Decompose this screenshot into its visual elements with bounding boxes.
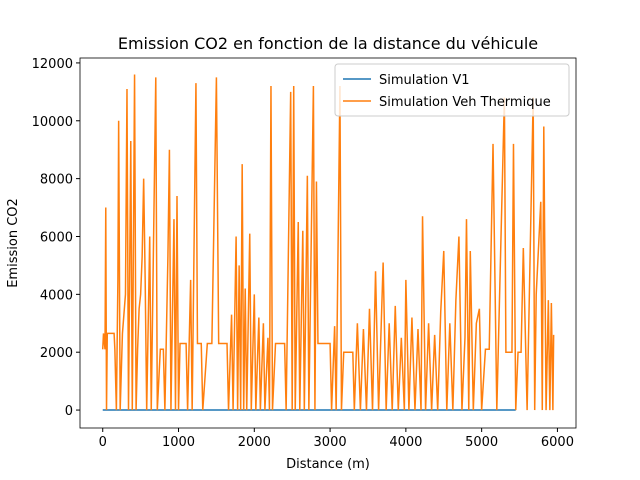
x-tick-label: 3000 — [314, 435, 347, 450]
y-tick-label: 8000 — [40, 173, 73, 188]
series-line — [101, 74, 555, 411]
y-axis-label: Emission CO2 — [6, 198, 21, 288]
legend-label: Simulation Veh Thermique — [379, 95, 551, 110]
x-tick-label: 2000 — [238, 435, 271, 450]
legend-box — [334, 63, 570, 117]
chart-title: Emission CO2 en fonction de la distance … — [118, 34, 538, 53]
y-tick-label: 12000 — [32, 57, 73, 72]
legend-label: Simulation V1 — [379, 73, 470, 88]
y-tick-label: 4000 — [40, 288, 73, 303]
y-tick-label: 0 — [65, 404, 73, 419]
x-tick-label: 6000 — [541, 435, 574, 450]
y-tick-label: 10000 — [32, 115, 73, 130]
x-tick-label: 0 — [99, 435, 107, 450]
x-tick-label: 1000 — [162, 435, 195, 450]
plot-frame — [79, 57, 577, 429]
x-tick-label: 4000 — [389, 435, 422, 450]
x-tick-label: 5000 — [465, 435, 498, 450]
x-axis-label: Distance (m) — [286, 457, 370, 472]
y-tick-label: 6000 — [40, 230, 73, 245]
y-tick-label: 2000 — [40, 346, 73, 361]
